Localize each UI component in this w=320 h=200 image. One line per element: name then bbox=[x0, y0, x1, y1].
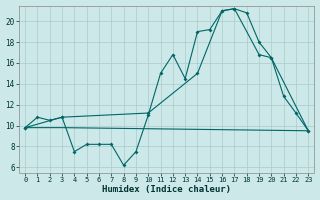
X-axis label: Humidex (Indice chaleur): Humidex (Indice chaleur) bbox=[102, 185, 231, 194]
